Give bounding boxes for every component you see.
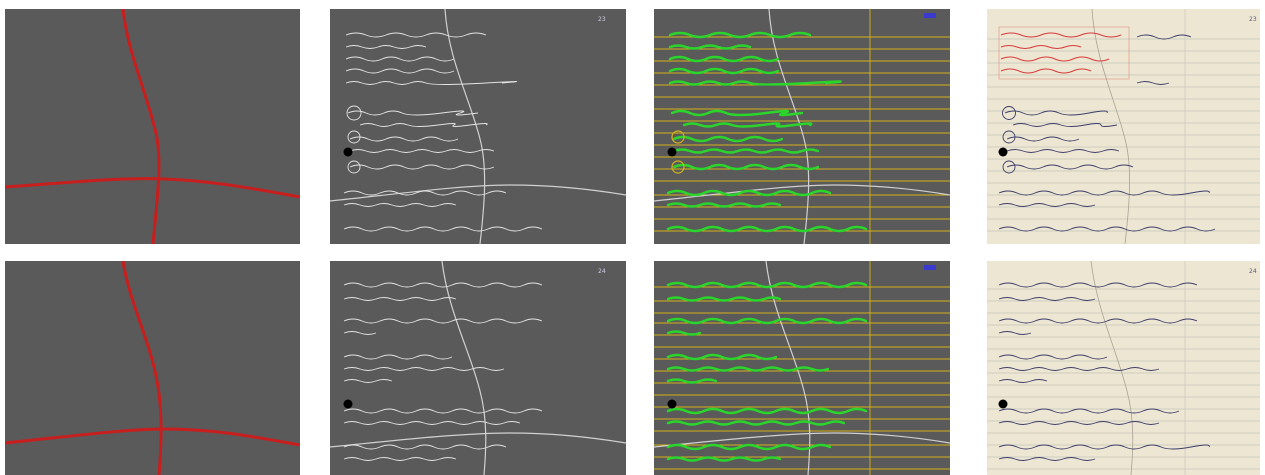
punch-hole — [998, 147, 1008, 157]
detected-lines-panel-1 — [654, 9, 950, 244]
line-mask-panel-2 — [5, 261, 300, 475]
binarized-scan-panel-2: 24 — [330, 261, 626, 475]
punch-hole — [998, 399, 1008, 409]
punch-hole — [667, 399, 677, 409]
original-scan-panel-2: 24 — [987, 261, 1260, 475]
vertical-separator — [121, 261, 163, 475]
binarized-scan-panel-1: 23 — [330, 9, 626, 244]
detected-lines-panel-2 — [654, 261, 950, 475]
page-number: 24 — [598, 268, 606, 275]
horizontal-separator — [5, 427, 300, 447]
page-number: 23 — [598, 16, 606, 23]
vertical-separator — [121, 9, 161, 244]
punch-hole — [343, 147, 353, 157]
page-number: 23 — [1249, 16, 1257, 23]
punch-hole — [667, 147, 677, 157]
page-number: 24 — [1249, 268, 1257, 275]
horizontal-separator — [5, 177, 300, 199]
punch-hole — [343, 399, 353, 409]
original-scan-panel-1: 23 — [987, 9, 1260, 244]
line-mask-panel-1 — [5, 9, 300, 244]
